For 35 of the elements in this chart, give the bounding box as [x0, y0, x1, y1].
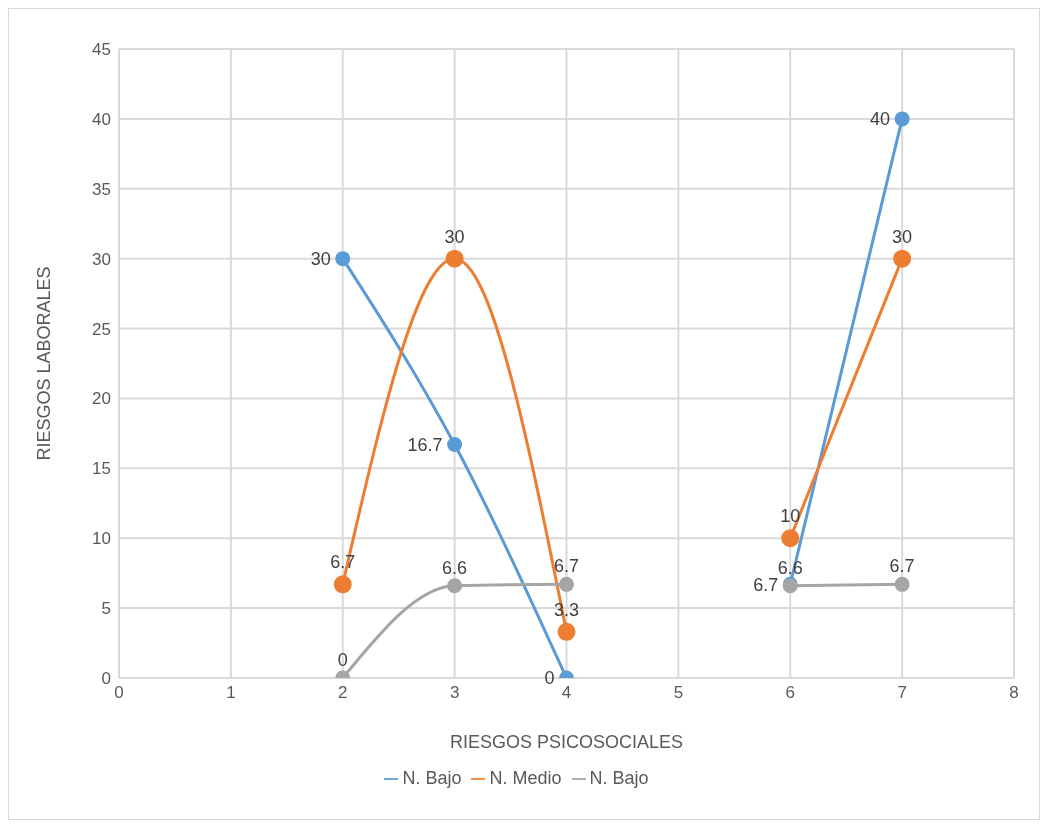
data-label: 6.7: [889, 556, 915, 577]
data-label: 30: [444, 226, 465, 247]
data-label: 30: [310, 249, 331, 270]
data-label: 0: [337, 650, 348, 670]
x-tick-label: 8: [1009, 683, 1019, 703]
x-tick-label: 7: [897, 683, 907, 703]
y-tick-label: 25: [92, 319, 111, 339]
x-tick-label: 2: [338, 683, 348, 703]
data-label: 6.7: [553, 556, 580, 577]
data-label: 16.7: [407, 434, 443, 455]
x-tick-label: 1: [226, 683, 236, 703]
data-label: 30: [892, 226, 913, 247]
x-tick-label: 0: [114, 683, 124, 703]
y-tick-label: 35: [92, 179, 111, 199]
data-label: 6.7: [753, 574, 779, 595]
x-axis-title: RIESGOS PSICOSOCIALES: [449, 732, 684, 752]
x-tick-label: 3: [449, 683, 460, 703]
legend-label: N. Bajo: [402, 768, 462, 788]
x-tick-label: 6: [785, 683, 795, 703]
data-label: 6.6: [442, 557, 468, 578]
y-tick-label: 40: [92, 109, 111, 129]
y-tick-label: 10: [92, 529, 111, 549]
y-tick-label: 30: [92, 249, 111, 269]
data-label: 0: [544, 668, 555, 689]
y-tick-label: 15: [92, 459, 111, 479]
y-tick-label: 5: [101, 599, 111, 619]
y-tick-label: 20: [92, 389, 111, 409]
y-tick-label: 45: [92, 40, 111, 60]
legend-label: N. Medio: [489, 768, 562, 788]
x-tick-label: 4: [561, 683, 572, 703]
data-label: 40: [870, 109, 891, 130]
y-tick-label: 0: [101, 669, 111, 689]
legend-label: N. Bajo: [589, 768, 649, 788]
x-tick-label: 5: [673, 683, 684, 703]
y-axis-title: RIESGOS LABORALES: [34, 266, 55, 461]
